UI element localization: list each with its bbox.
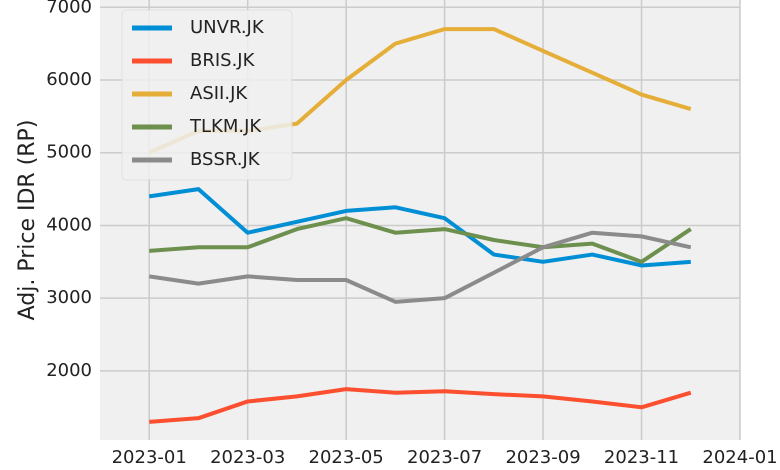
legend-box bbox=[121, 9, 293, 181]
series-line bbox=[149, 387, 692, 424]
legend-label: ASII.JK bbox=[190, 83, 248, 104]
legend-label: UNVR.JK bbox=[190, 17, 265, 38]
x-tick-label: 2023-01 bbox=[112, 447, 187, 468]
x-tick-label: 2023-11 bbox=[604, 447, 679, 468]
x-tick-label: 2023-03 bbox=[210, 447, 285, 468]
x-tick-label: 2024-01 bbox=[702, 447, 777, 468]
y-tick-label: 2000 bbox=[46, 360, 92, 381]
series-line bbox=[149, 216, 692, 264]
y-tick-label: 3000 bbox=[46, 287, 92, 308]
legend-label: BSSR.JK bbox=[190, 149, 261, 170]
y-axis-label: Adj. Price IDR (RP) bbox=[15, 120, 40, 321]
y-tick-label: 7000 bbox=[46, 0, 92, 17]
x-tick-label: 2023-05 bbox=[309, 447, 384, 468]
y-tick-label: 5000 bbox=[46, 142, 92, 163]
series-line bbox=[148, 187, 691, 268]
legend-label: TLKM.JK bbox=[189, 116, 262, 137]
x-tick-label: 2023-07 bbox=[407, 447, 482, 468]
x-tick-label: 2023-09 bbox=[505, 447, 580, 468]
y-tick-label: 6000 bbox=[46, 69, 92, 90]
y-tick-label: 4000 bbox=[46, 214, 92, 235]
legend-label: BRIS.JK bbox=[190, 50, 256, 71]
series-line bbox=[148, 230, 692, 304]
